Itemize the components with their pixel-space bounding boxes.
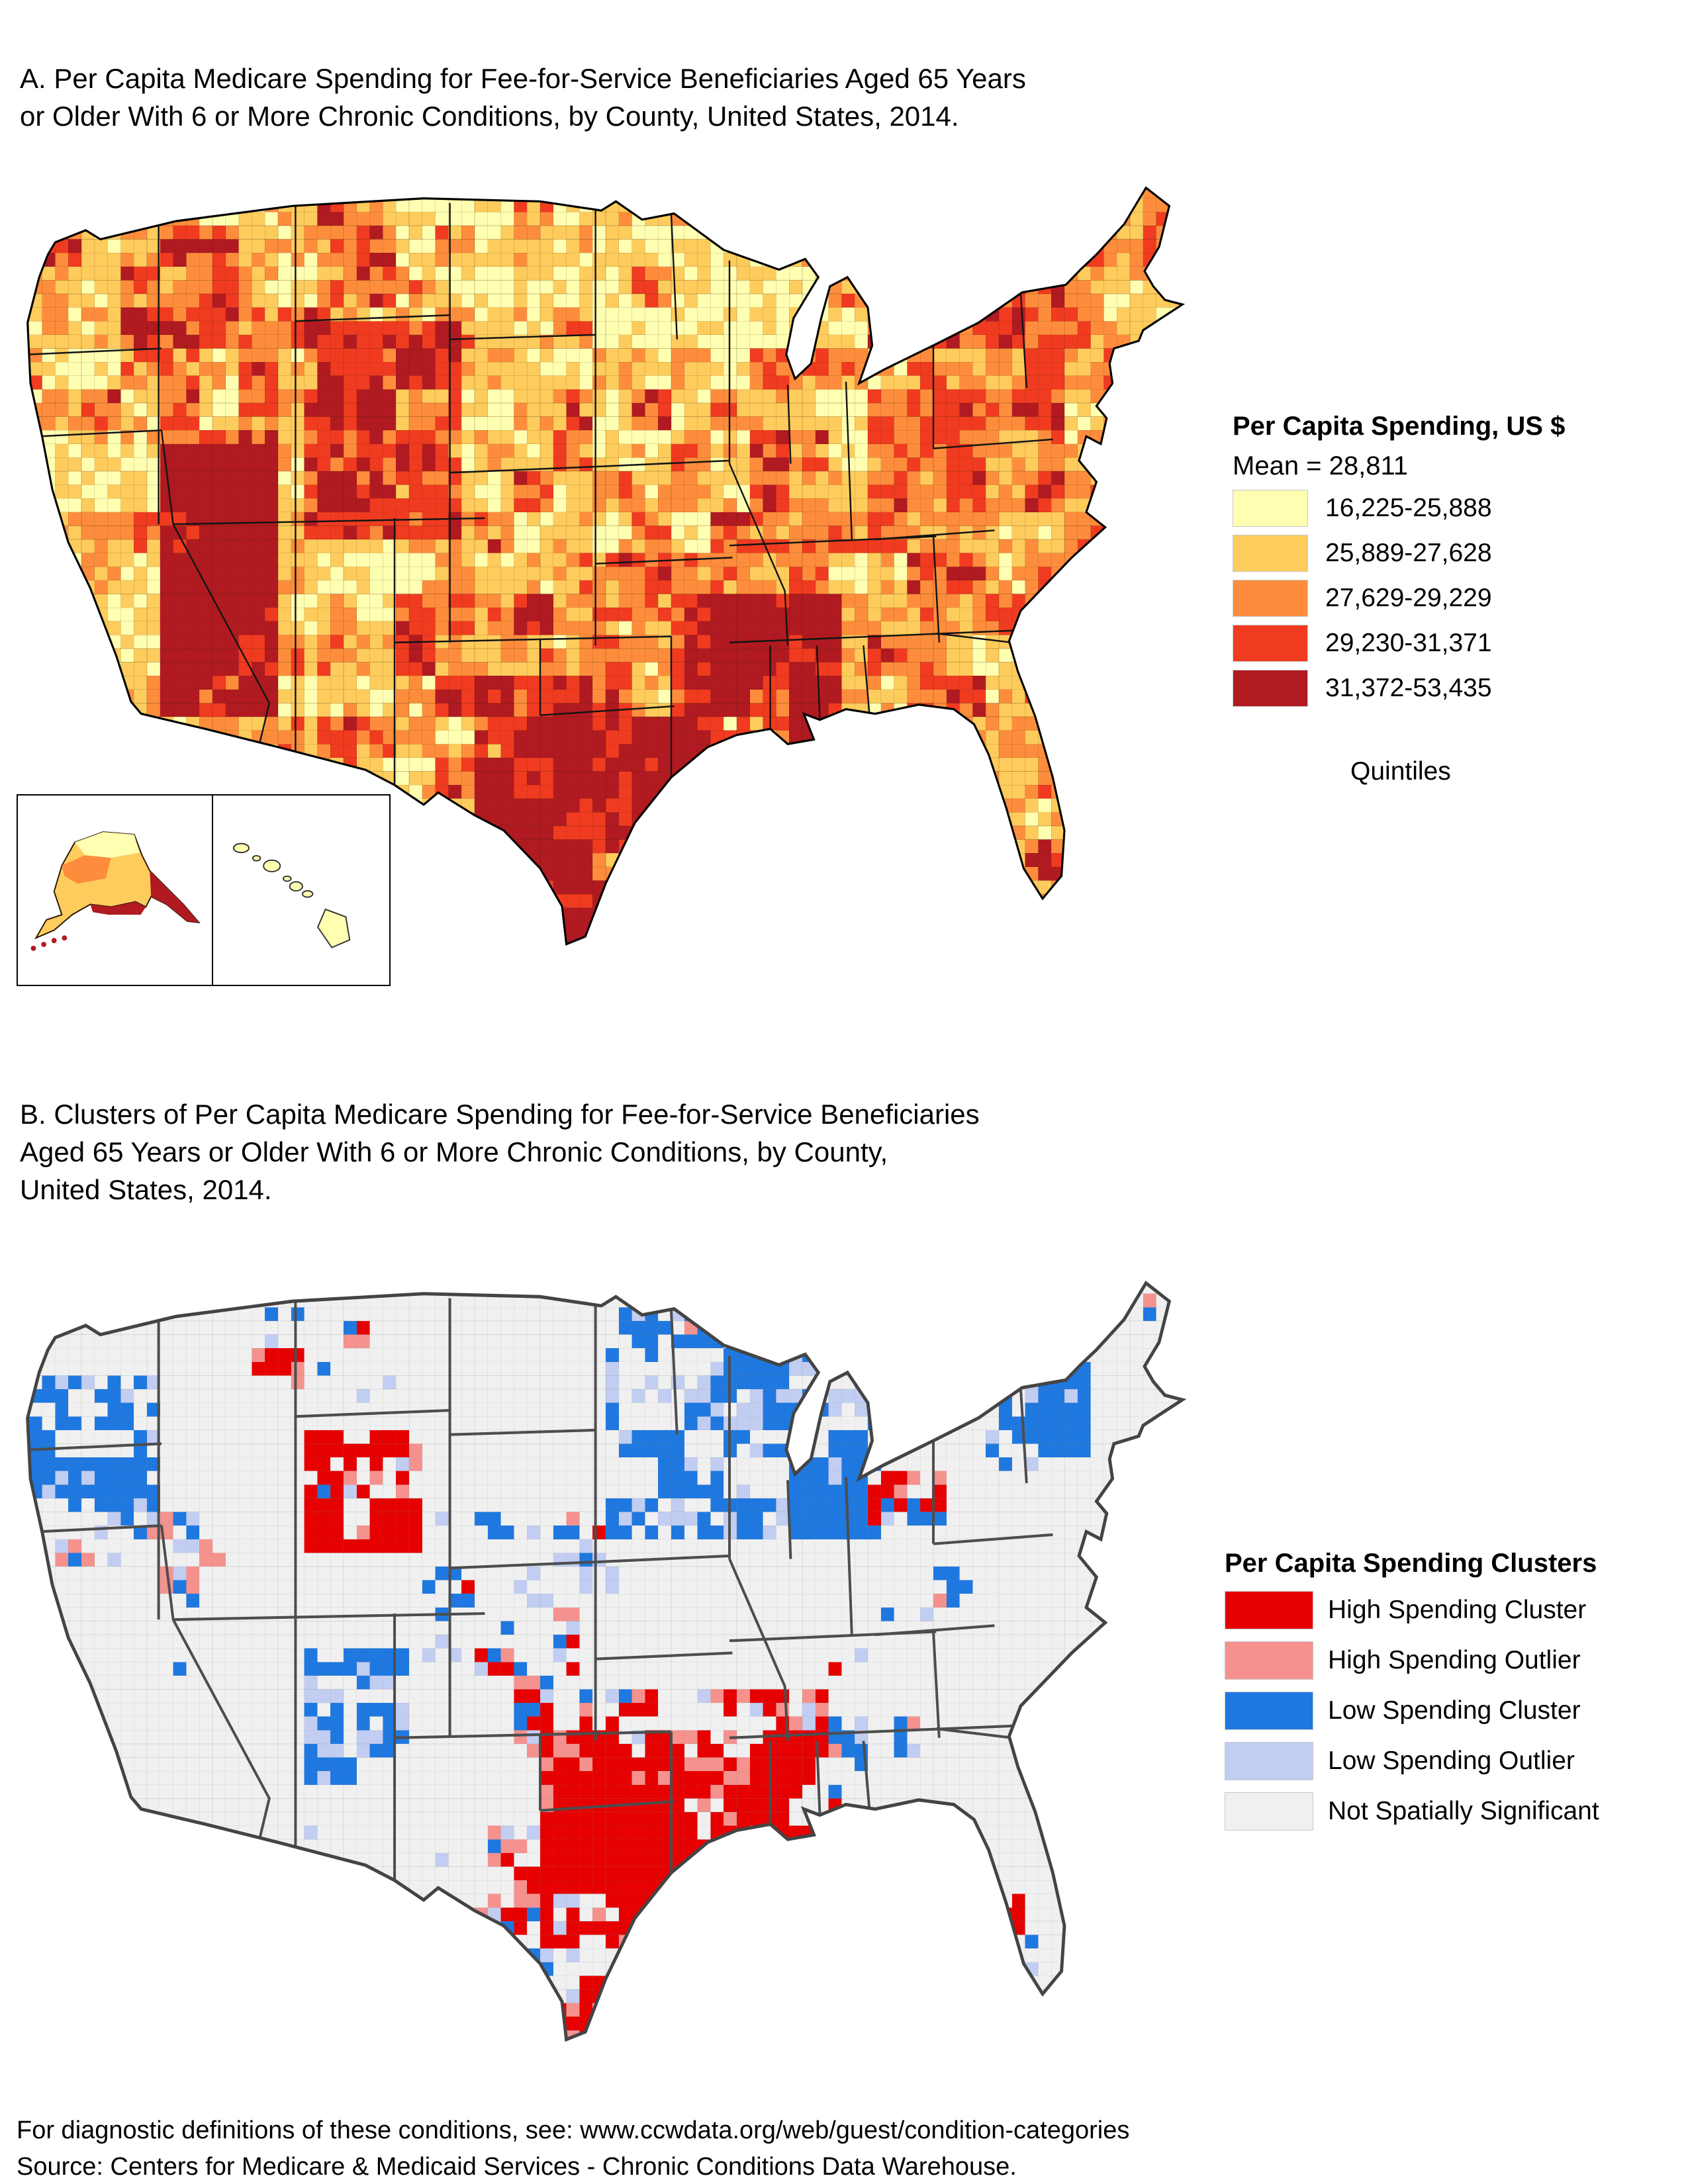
legend-b-row-3: Low Spending Cluster: [1225, 1692, 1675, 1730]
panel-b-title-line1: B. Clusters of Per Capita Medicare Spend…: [20, 1099, 980, 1130]
legend-a-row-5: 31,372-53,435: [1233, 670, 1669, 707]
legend-b-label-3: Low Spending Cluster: [1328, 1696, 1581, 1725]
panel-a-title-line1: A. Per Capita Medicare Spending for Fee-…: [20, 63, 1026, 94]
choropleth-map-spending-quintiles: [26, 186, 1186, 946]
legend-b-label-1: High Spending Cluster: [1328, 1596, 1587, 1624]
alaska-map-graphic: [30, 831, 201, 951]
legend-b-swatch-4: [1225, 1742, 1313, 1780]
panel-b-title-line3: United States, 2014.: [20, 1174, 272, 1205]
panel-b-title: B. Clusters of Per Capita Medicare Spend…: [20, 1095, 980, 1208]
legend-a-row-3: 27,629-29,229: [1233, 580, 1669, 617]
legend-a-swatch-2: [1233, 535, 1308, 572]
hawaii-inset-box: [212, 794, 391, 986]
legend-b-swatch-2: [1225, 1641, 1313, 1680]
legend-b-label-5: Not Spatially Significant: [1328, 1797, 1599, 1825]
footer-notes: For diagnostic definitions of these cond…: [17, 2113, 1129, 2184]
legend-b-row-5: Not Spatially Significant: [1225, 1792, 1675, 1831]
legend-a-mean: Mean = 28,811: [1233, 451, 1409, 480]
legend-a-label-1: 16,225-25,888: [1325, 494, 1492, 522]
panel-b-title-line2: Aged 65 Years or Older With 6 or More Ch…: [20, 1136, 888, 1167]
legend-b-row-4: Low Spending Outlier: [1225, 1742, 1675, 1780]
legend-a-row-4: 29,230-31,371: [1233, 625, 1669, 662]
legend-a-swatch-4: [1233, 625, 1308, 662]
legend-b-label-2: High Spending Outlier: [1328, 1646, 1581, 1674]
panel-a-title-line2: or Older With 6 or More Chronic Conditio…: [20, 101, 959, 132]
legend-a-row-2: 25,889-27,628: [1233, 535, 1669, 572]
footer-source-note: Source: Centers for Medicare & Medicaid …: [17, 2153, 1017, 2181]
legend-a-label-5: 31,372-53,435: [1325, 674, 1492, 702]
legend-spending-quintiles: Per Capita Spending, US $ Mean = 28,811 …: [1233, 410, 1669, 786]
legend-a-title: Per Capita Spending, US $: [1233, 412, 1566, 441]
legend-b-title: Per Capita Spending Clusters: [1225, 1549, 1597, 1578]
legend-a-swatch-1: [1233, 490, 1308, 527]
legend-b-swatch-3: [1225, 1692, 1313, 1730]
panel-a-title: A. Per Capita Medicare Spending for Fee-…: [20, 60, 1026, 135]
legend-spending-clusters: Per Capita Spending Clusters High Spendi…: [1225, 1547, 1675, 1831]
legend-a-swatch-3: [1233, 580, 1308, 617]
footer-definitions-note: For diagnostic definitions of these cond…: [17, 2116, 1130, 2144]
cluster-map-spending: [26, 1281, 1187, 2042]
hawaii-map-graphic: [232, 842, 351, 948]
legend-a-label-4: 29,230-31,371: [1325, 629, 1492, 657]
legend-a-label-3: 27,629-29,229: [1325, 584, 1492, 612]
legend-a-label-2: 25,889-27,628: [1325, 539, 1492, 567]
legend-a-quintiles-note: Quintiles: [1350, 757, 1451, 786]
alaska-inset-box: [17, 794, 213, 986]
legend-b-row-2: High Spending Outlier: [1225, 1641, 1675, 1680]
legend-b-label-4: Low Spending Outlier: [1328, 1747, 1575, 1775]
legend-b-swatch-1: [1225, 1591, 1313, 1629]
legend-a-swatch-5: [1233, 670, 1308, 707]
legend-b-row-1: High Spending Cluster: [1225, 1591, 1675, 1629]
legend-b-swatch-5: [1225, 1792, 1313, 1831]
legend-a-row-1: 16,225-25,888: [1233, 490, 1669, 527]
